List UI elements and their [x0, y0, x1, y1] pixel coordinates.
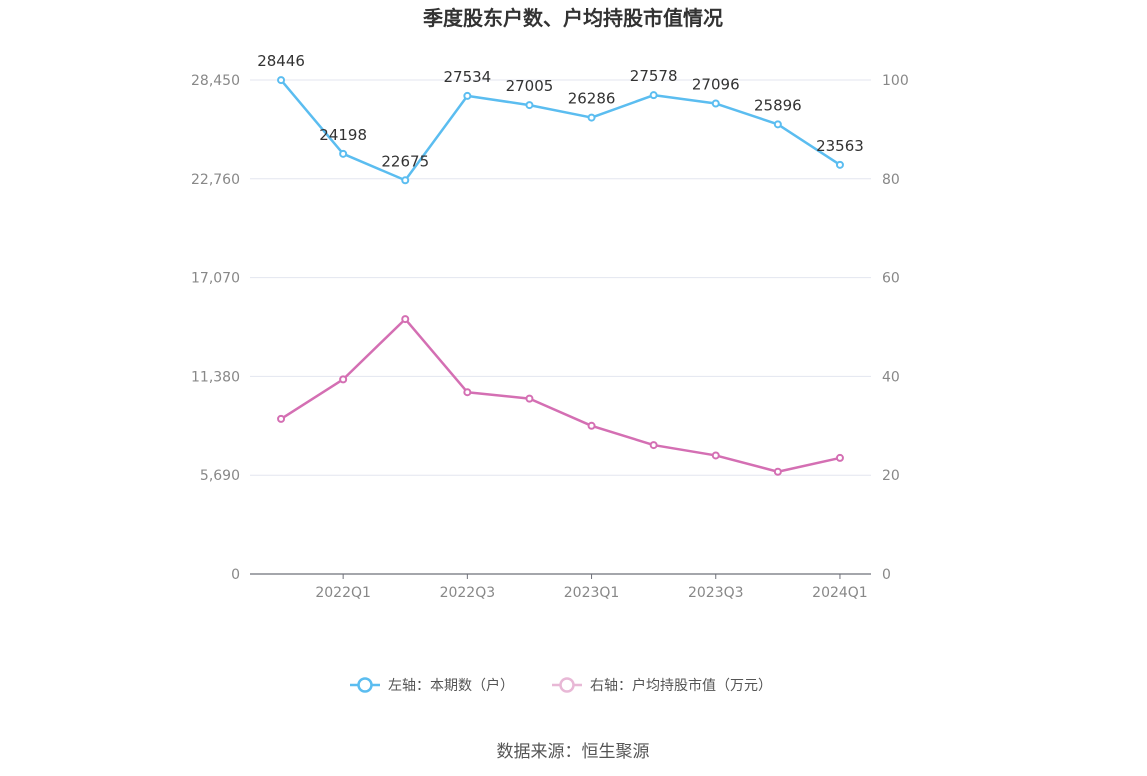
data-label: 27578: [630, 67, 678, 85]
y-right-tick-label: 80: [882, 172, 900, 188]
data-point-avg-holding-value[interactable]: [401, 315, 410, 324]
data-point-households[interactable]: [401, 176, 410, 185]
grid: [250, 79, 871, 476]
data-label: 27005: [506, 77, 554, 95]
y-right-tick-label: 20: [882, 468, 900, 484]
y-left-tick-label: 22,760: [191, 172, 240, 188]
chart-title: 季度股东户数、户均持股市值情况: [422, 6, 723, 30]
y-left-tick-label: 0: [231, 567, 240, 583]
data-point-households[interactable]: [463, 91, 472, 100]
data-point-households[interactable]: [277, 76, 286, 85]
series-line-households: [280, 79, 841, 182]
y-left-tick-label: 28,450: [191, 73, 240, 89]
data-label: 24198: [319, 126, 367, 144]
data-point-avg-holding-value[interactable]: [339, 375, 348, 384]
legend[interactable]: 左轴：本期数（户） 右轴：户均持股市值（万元）: [350, 677, 772, 694]
x-tick-label: 2023Q1: [564, 585, 620, 601]
y-right-tick-label: 40: [882, 369, 900, 385]
data-point-households[interactable]: [649, 91, 658, 100]
x-tick-label: 2022Q3: [440, 585, 496, 601]
data-point-avg-holding-value[interactable]: [525, 394, 534, 403]
data-label: 27096: [692, 76, 740, 94]
data-point-avg-holding-value[interactable]: [463, 388, 472, 397]
data-point-households[interactable]: [339, 149, 348, 158]
legend-item-label[interactable]: 左轴：本期数（户）: [388, 677, 514, 694]
series-line-avg-holding-value: [280, 317, 841, 473]
data-point-avg-holding-value[interactable]: [711, 451, 720, 460]
y-left-tick-label: 17,070: [191, 271, 240, 287]
legend-marker-icon: [357, 677, 373, 693]
legend-marker-icon: [559, 677, 575, 693]
data-point-avg-holding-value[interactable]: [773, 467, 782, 476]
series-layer: [277, 76, 844, 476]
x-tick-label: 2022Q1: [315, 585, 371, 601]
data-label: 26286: [568, 90, 616, 108]
data-point-avg-holding-value[interactable]: [587, 421, 596, 430]
data-point-avg-holding-value[interactable]: [835, 453, 844, 462]
data-point-households[interactable]: [587, 113, 596, 122]
y-right-tick-label: 100: [882, 73, 909, 89]
data-label: 22675: [381, 152, 429, 170]
data-label: 27534: [443, 68, 491, 86]
data-point-avg-holding-value[interactable]: [277, 414, 286, 423]
data-label: 28446: [257, 52, 305, 70]
data-point-households[interactable]: [835, 160, 844, 169]
data-label: 23563: [816, 137, 864, 155]
data-point-households[interactable]: [773, 120, 782, 129]
y-right-tick-label: 60: [882, 271, 900, 287]
x-tick-label: 2023Q3: [688, 585, 744, 601]
axes: 0 0 5,690 20 11,380 40 17,070 60 22,760 80 28,450 1…: [191, 73, 909, 601]
data-label: 25896: [754, 96, 802, 114]
data-labels: 28446 24198 22675 27534 27005 26286 27578 27096…: [257, 52, 864, 170]
x-tick-label: 2024Q1: [812, 585, 868, 601]
y-right-tick-label: 0: [882, 567, 891, 583]
source-note: 数据来源：恒生聚源: [497, 742, 650, 762]
data-point-households[interactable]: [711, 99, 720, 108]
y-left-tick-label: 11,380: [191, 369, 240, 385]
y-left-tick-label: 5,690: [200, 468, 240, 484]
legend-item-label[interactable]: 右轴：户均持股市值（万元）: [590, 677, 772, 694]
data-point-avg-holding-value[interactable]: [649, 441, 658, 450]
data-point-households[interactable]: [525, 101, 534, 110]
